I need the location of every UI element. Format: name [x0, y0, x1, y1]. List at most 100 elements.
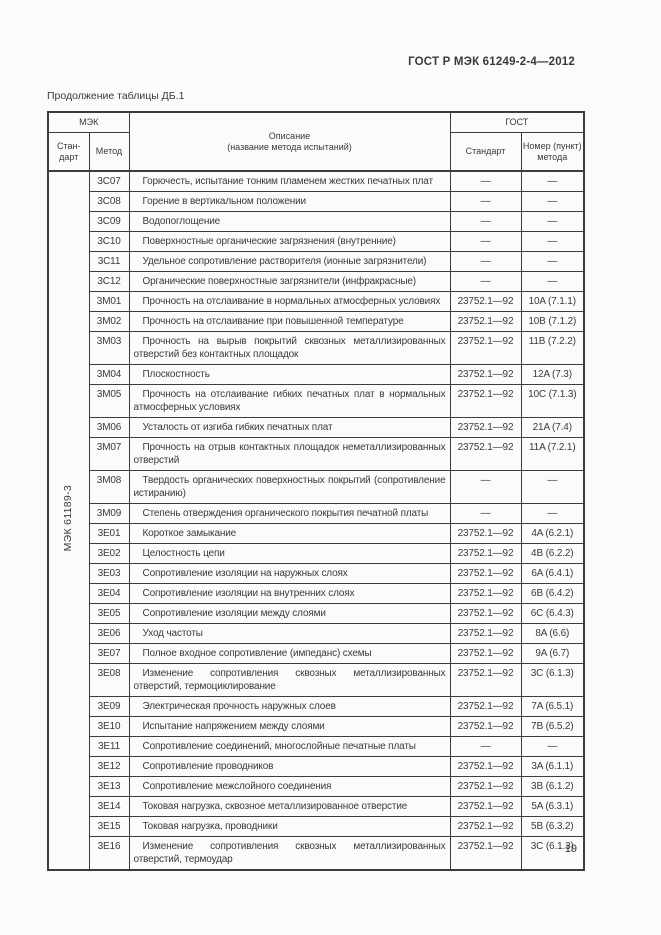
header-description: Описание (название метода испытаний) — [128, 111, 451, 172]
table-row: 3E07 Полное входное сопротивление (импед… — [48, 643, 585, 664]
method-code-cell: 3E08 — [88, 663, 130, 697]
method-code-cell: 3M02 — [88, 311, 130, 332]
gost-method-number-cell: 10C (7.1.3) — [520, 384, 585, 418]
table-header: МЭК Описание (название метода испытаний)… — [47, 111, 585, 172]
gost-method-number-cell: — — [520, 231, 585, 252]
method-code-cell: 3E04 — [88, 583, 130, 604]
method-code-cell: 3C08 — [88, 191, 130, 212]
gost-standard-cell: — — [449, 211, 522, 232]
table-row: МЭК 61189-3 3C07 Горючесть, испытание тон… — [47, 170, 585, 871]
method-code-cell: 3E03 — [88, 563, 130, 584]
table-row: 3E14 Токовая нагрузка, сквозное металлиз… — [48, 796, 585, 817]
gost-standard-cell: 23752.1—92 — [449, 756, 522, 777]
method-code-cell: 3M05 — [88, 384, 130, 418]
table-row: 3E13 Сопротивление межслойного соединени… — [48, 776, 585, 797]
gost-standard-cell: 23752.1—92 — [449, 291, 522, 312]
gost-standard-cell: — — [449, 503, 522, 524]
gost-method-number-cell: 3C (6.1.3) — [520, 663, 585, 697]
gost-method-number-cell: 6B (6.4.2) — [520, 583, 585, 604]
table-row: 3M06 Усталость от изгиба гибких печатных… — [48, 417, 585, 438]
document-number: ГОСТ Р МЭК 61249-2-4—2012 — [408, 56, 575, 68]
gost-standard-cell: 23752.1—92 — [449, 643, 522, 664]
description-cell: Изменение сопротивления сквозных металли… — [128, 663, 451, 697]
description-cell: Короткое замыкание — [128, 523, 451, 544]
table-body: МЭК 61189-3 3C07 Горючесть, испытание тон… — [47, 170, 585, 871]
gost-standard-cell: 23752.1—92 — [449, 331, 522, 365]
description-cell: Поверхностные органические загрязнения (… — [128, 231, 451, 252]
gost-method-number-cell: 9A (6.7) — [520, 643, 585, 664]
gost-standard-cell: — — [449, 170, 522, 192]
description-cell: Целостность цепи — [128, 543, 451, 564]
gost-standard-cell: 23752.1—92 — [449, 796, 522, 817]
header-gost-standard: Стандарт — [449, 132, 522, 172]
description-cell: Усталость от изгиба гибких печатных плат — [128, 417, 451, 438]
header-iec-standard: Стан- дарт — [47, 132, 90, 172]
description-cell: Прочность на вырыв покрытий сквозных мет… — [128, 331, 451, 365]
table-row: 3E01 Короткое замыкание 23752.1—92 4A (6… — [48, 523, 585, 544]
description-cell: Испытание напряжением между слоями — [128, 716, 451, 737]
method-code-cell: 3E10 — [88, 716, 130, 737]
table-caption: Продолжение таблицы ДБ.1 — [47, 90, 185, 102]
gost-method-number-cell: — — [520, 211, 585, 232]
method-code-cell: 3M06 — [88, 417, 130, 438]
table-row: 3M08 Твердость органических поверхностны… — [48, 470, 585, 504]
description-cell: Токовая нагрузка, проводники — [128, 816, 451, 837]
method-code-cell: 3M08 — [88, 470, 130, 504]
gost-standard-cell: 23752.1—92 — [449, 384, 522, 418]
description-cell: Электрическая прочность наружных слоев — [128, 696, 451, 717]
description-cell: Горючесть, испытание тонким пламенем жес… — [128, 170, 451, 192]
description-cell: Полное входное сопротивление (импеданс) … — [128, 643, 451, 664]
gost-standard-cell: 23752.1—92 — [449, 364, 522, 385]
method-code-cell: 3E02 — [88, 543, 130, 564]
table-row: 3E04 Сопротивление изоляции на внутренни… — [48, 583, 585, 604]
gost-method-number-cell: 7A (6.5.1) — [520, 696, 585, 717]
table-row: 3E06 Уход частоты 23752.1—92 8A (6.6) — [48, 623, 585, 644]
gost-standard-cell: 23752.1—92 — [449, 623, 522, 644]
gost-method-number-cell: 12A (7.3) — [520, 364, 585, 385]
description-cell: Степень отверждения органического покрыт… — [128, 503, 451, 524]
gost-method-number-cell: — — [520, 271, 585, 292]
gost-standard-cell: 23752.1—92 — [449, 816, 522, 837]
method-code-cell: 3E16 — [88, 836, 130, 871]
method-code-cell: 3E06 — [88, 623, 130, 644]
description-cell: Сопротивление изоляции между слоями — [128, 603, 451, 624]
description-cell: Водопоглощение — [128, 211, 451, 232]
gost-standard-cell: 23752.1—92 — [449, 836, 522, 871]
gost-standard-cell: 23752.1—92 — [449, 696, 522, 717]
gost-method-number-cell: 4A (6.2.1) — [520, 523, 585, 544]
gost-standard-cell: 23752.1—92 — [449, 776, 522, 797]
table-row: 3E15 Токовая нагрузка, проводники 23752.… — [48, 816, 585, 837]
gost-method-number-cell: — — [520, 251, 585, 272]
table-row: 3C10 Поверхностные органические загрязне… — [48, 231, 585, 252]
table-row: 3C11 Удельное сопротивление растворителя… — [48, 251, 585, 272]
gost-standard-cell: 23752.1—92 — [449, 716, 522, 737]
table-row: 3E05 Сопротивление изоляции между слоями… — [48, 603, 585, 624]
gost-standard-cell: 23752.1—92 — [449, 523, 522, 544]
gost-standard-cell: 23752.1—92 — [449, 563, 522, 584]
page-number: 19 — [564, 843, 577, 855]
gost-method-number-cell: 3C (6.1.3) — [520, 836, 585, 871]
gost-standard-cell: 23752.1—92 — [449, 663, 522, 697]
method-code-cell: 3M04 — [88, 364, 130, 385]
header-iec-group: МЭК — [47, 111, 130, 133]
method-code-cell: 3E09 — [88, 696, 130, 717]
method-code-cell: 3E13 — [88, 776, 130, 797]
table-row: 3E16 Изменение сопротивления сквозных ме… — [48, 836, 585, 871]
table-row: 3E08 Изменение сопротивления сквозных ме… — [48, 663, 585, 697]
method-code-cell: 3E01 — [88, 523, 130, 544]
method-code-cell: 3C12 — [88, 271, 130, 292]
table-row: 3E12 Сопротивление проводников 23752.1—9… — [48, 756, 585, 777]
gost-method-number-cell: 8A (6.6) — [520, 623, 585, 644]
description-cell: Изменение сопротивления сквозных металли… — [128, 836, 451, 871]
method-code-cell: 3M07 — [88, 437, 130, 471]
iec-standard-vertical-label: МЭК 61189-3 — [62, 485, 75, 552]
gost-method-number-cell: 5B (6.3.2) — [520, 816, 585, 837]
gost-method-number-cell: — — [520, 191, 585, 212]
description-cell: Прочность на отслаивание в нормальных ат… — [128, 291, 451, 312]
gost-standard-cell: — — [449, 191, 522, 212]
method-code-cell: 3C11 — [88, 251, 130, 272]
description-cell: Горение в вертикальном положении — [128, 191, 451, 212]
description-cell: Прочность на отрыв контактных площадок н… — [128, 437, 451, 471]
gost-method-number-cell: 11B (7.2.2) — [520, 331, 585, 365]
